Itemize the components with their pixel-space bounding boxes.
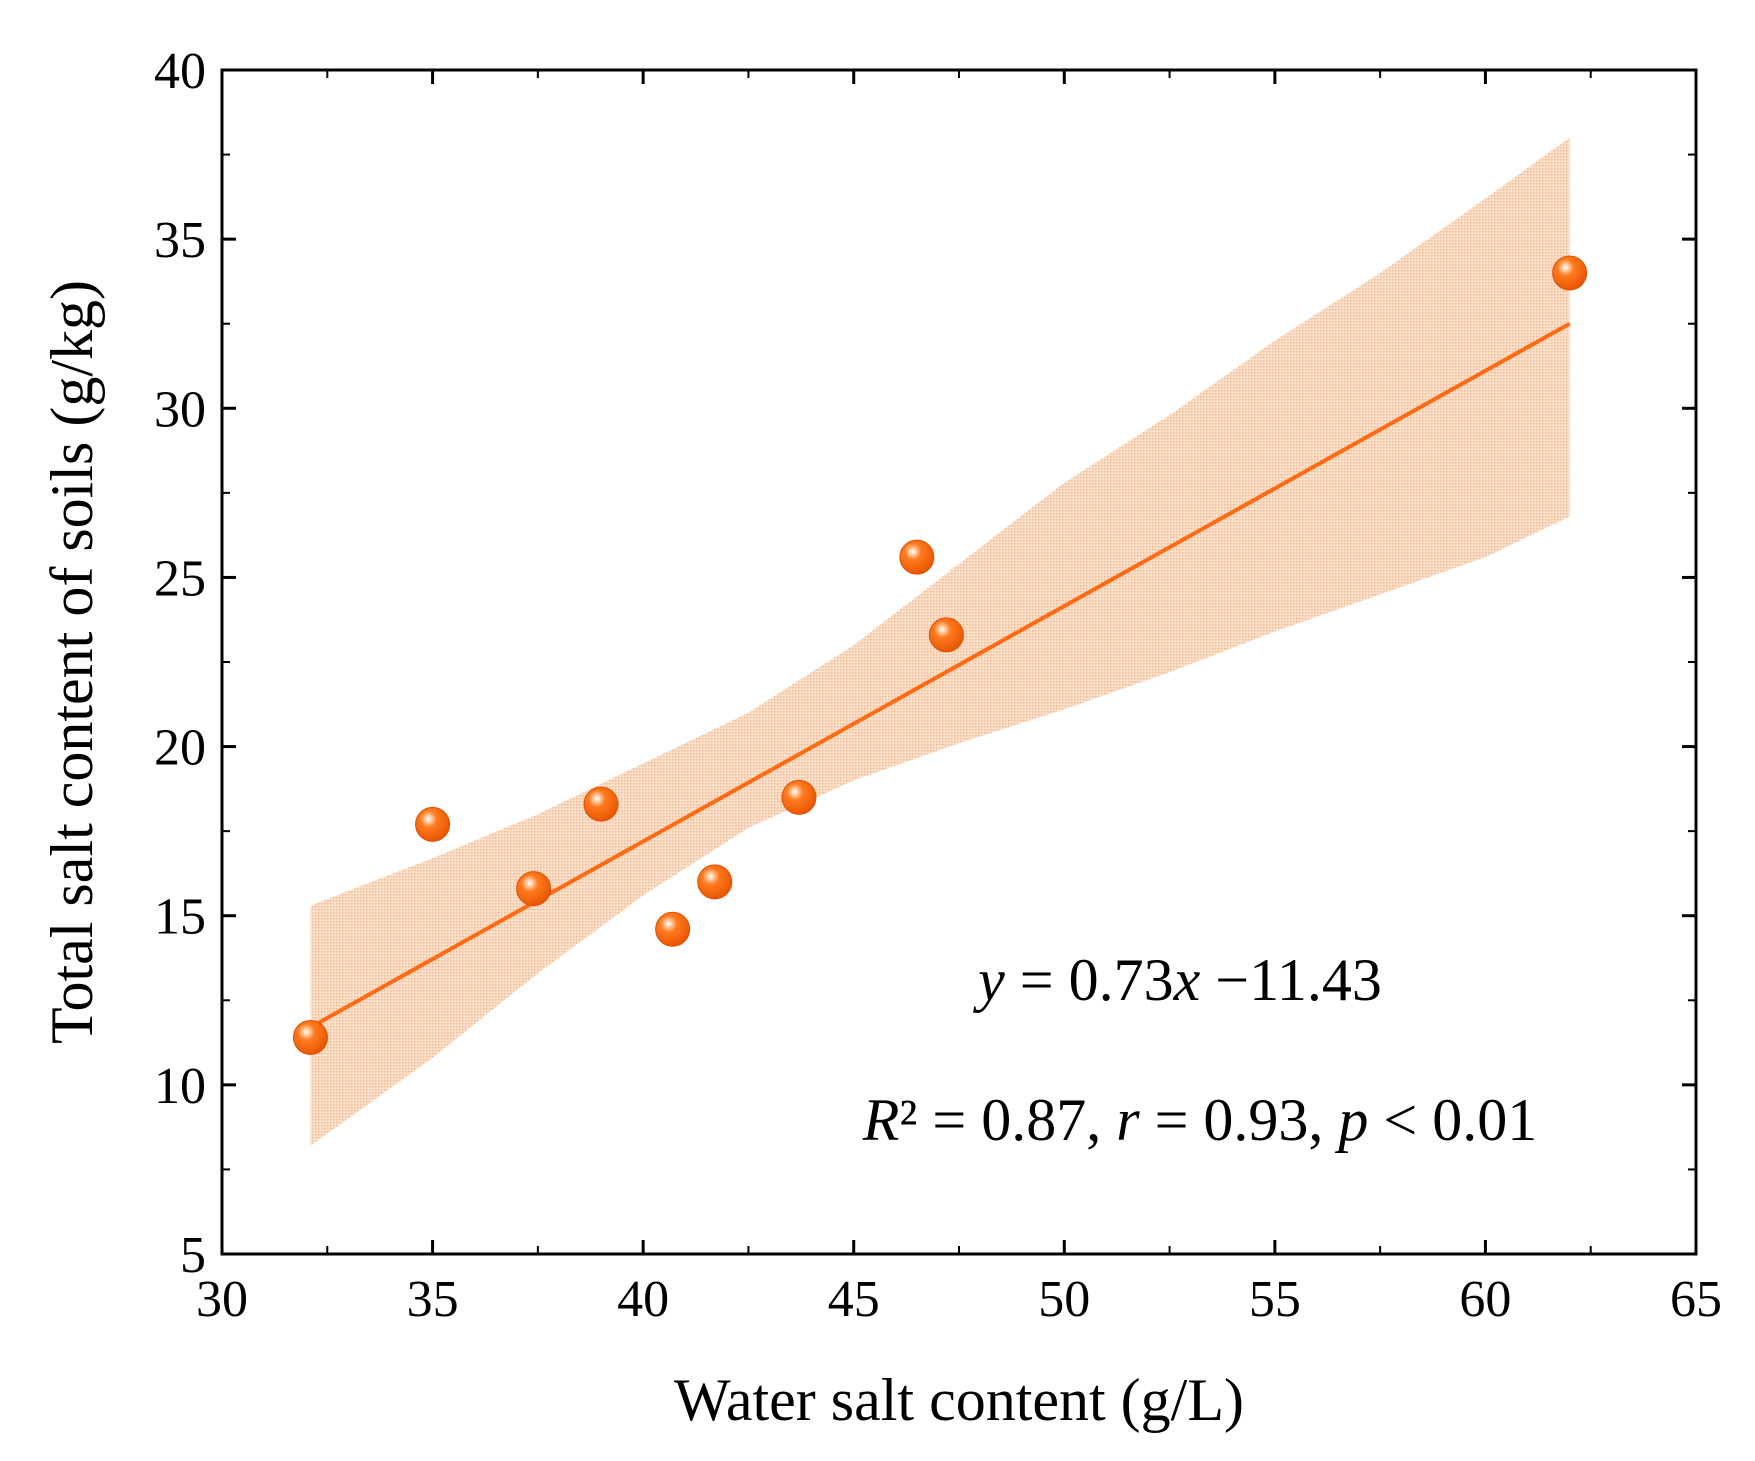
stats-part1: ² = 0.87, [899, 1087, 1116, 1153]
y-tick-label-6: 35 [154, 212, 206, 269]
y-tick-label-1: 10 [154, 1058, 206, 1115]
stats-part2: = 0.93, [1140, 1087, 1339, 1153]
stats-p-var: p [1334, 1087, 1368, 1153]
y-tick-label-2: 15 [154, 889, 206, 946]
data-points-layer [292, 255, 1588, 1055]
x-tick-label-0: 30 [196, 1271, 248, 1328]
stats-part3: < 0.01 [1368, 1087, 1537, 1153]
x-tick-label-7: 65 [1670, 1271, 1722, 1328]
tick-marks-layer [220, 68, 1698, 1256]
y-tick-label-7: 40 [154, 43, 206, 100]
data-point-2 [516, 871, 552, 907]
y-tick-label-3: 20 [154, 720, 206, 777]
data-point-4 [655, 911, 691, 947]
data-point-9 [1552, 255, 1588, 291]
equation-x-var: x [1173, 947, 1201, 1013]
fit-line [309, 321, 1571, 1030]
equation-part1: = 0.73 [1005, 947, 1174, 1013]
data-point-5 [697, 864, 733, 900]
x-tick-label-4: 50 [1038, 1271, 1090, 1328]
fit-line-layer [309, 321, 1571, 1030]
data-point-0 [292, 1019, 328, 1055]
stats-R-var: R [862, 1087, 900, 1153]
stats-r-var: r [1116, 1087, 1140, 1153]
x-tick-label-5: 55 [1249, 1271, 1301, 1328]
x-axis-title: Water salt content (g/L) [674, 1367, 1244, 1433]
data-point-3 [583, 786, 619, 822]
y-tick-label-4: 25 [154, 550, 206, 607]
tick-labels-layer: 30 35 40 45 50 55 60 65 5 10 15 20 25 30 35 40 [154, 43, 1722, 1328]
x-tick-label-1: 35 [407, 1271, 459, 1328]
data-point-8 [928, 617, 964, 653]
equation-y-var: y [972, 947, 1005, 1013]
y-tick-label-0: 5 [180, 1227, 206, 1284]
y-tick-label-5: 30 [154, 381, 206, 438]
x-tick-label-3: 45 [828, 1271, 880, 1328]
regression-equation: y = 0.73x −11.43 [972, 947, 1382, 1013]
data-point-1 [415, 806, 451, 842]
regression-stats: R² = 0.87, r = 0.93, p < 0.01 [862, 1087, 1538, 1153]
x-tick-label-2: 40 [617, 1271, 669, 1328]
x-tick-label-6: 60 [1459, 1271, 1511, 1328]
y-axis-title: Total salt content of soils (g/kg) [39, 280, 105, 1044]
data-point-6 [781, 779, 817, 815]
data-point-7 [899, 539, 935, 575]
equation-part2: −11.43 [1200, 947, 1382, 1013]
